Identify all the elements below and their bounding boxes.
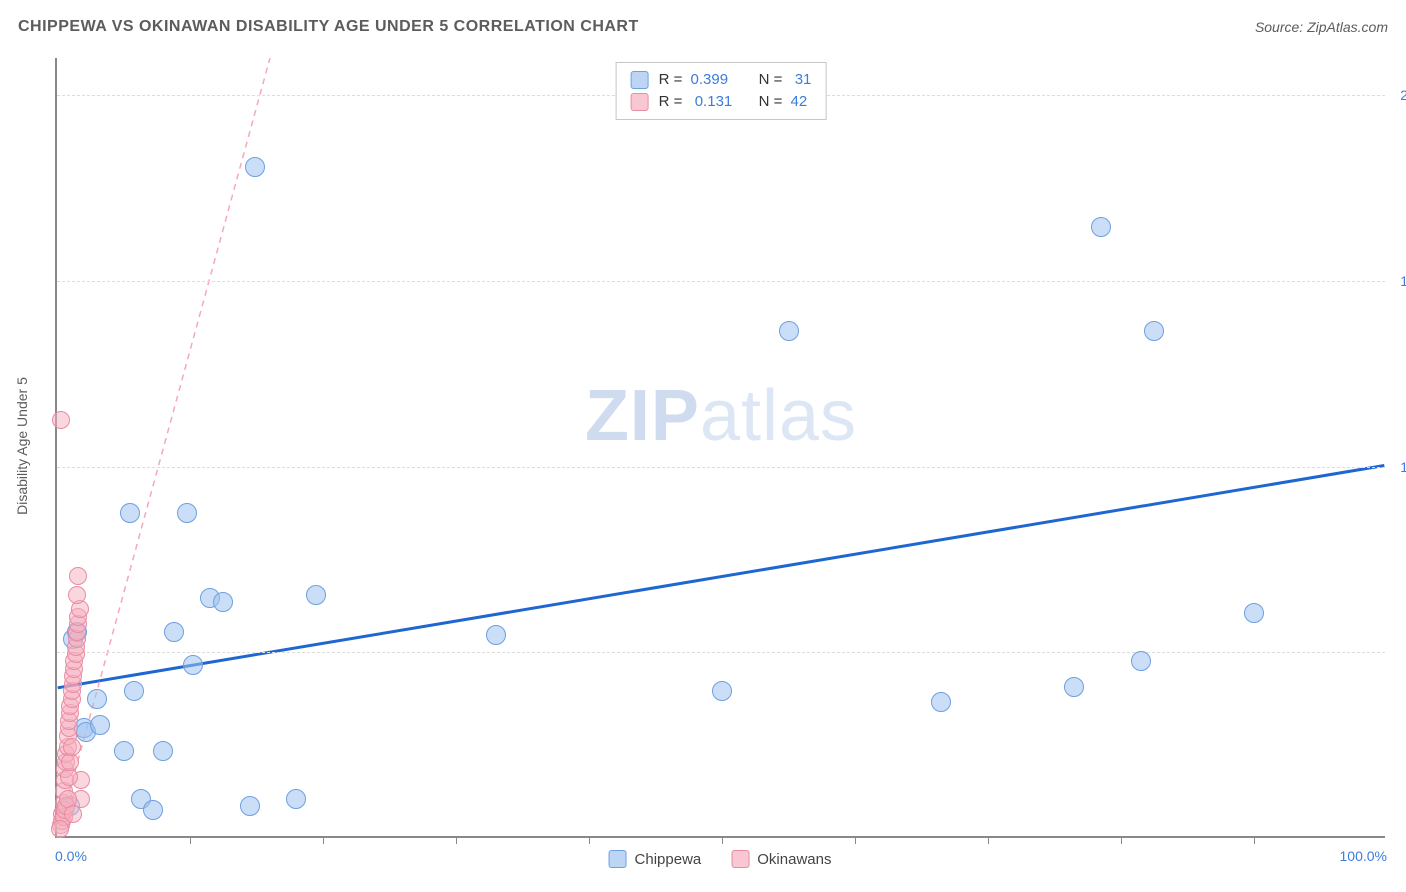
n-label: N = 31 <box>759 69 812 91</box>
r-label: R = 0.399 <box>659 69 749 91</box>
data-point <box>64 805 82 823</box>
legend-row-okinawans: R = 0.131 N = 42 <box>631 91 812 113</box>
data-point <box>286 789 306 809</box>
chart-area: ZIPatlas R = 0.399 N = 31 R = 0.131 N = … <box>55 58 1385 838</box>
data-point <box>1091 217 1111 237</box>
data-point <box>1064 677 1084 697</box>
data-point <box>306 585 326 605</box>
data-point <box>153 741 173 761</box>
legend-correlation: R = 0.399 N = 31 R = 0.131 N = 42 <box>616 62 827 120</box>
swatch-pink-icon <box>731 850 749 868</box>
r-label: R = 0.131 <box>659 91 749 113</box>
x-tick <box>722 836 723 844</box>
swatch-pink-icon <box>631 93 649 111</box>
data-point <box>69 567 87 585</box>
y-tick-label: 10.0% <box>1390 459 1406 475</box>
data-point <box>1131 651 1151 671</box>
data-point <box>114 741 134 761</box>
data-point <box>183 655 203 675</box>
legend-label: Chippewa <box>635 851 702 868</box>
chart-header: CHIPPEWA VS OKINAWAN DISABILITY AGE UNDE… <box>18 18 1388 36</box>
swatch-blue-icon <box>631 71 649 89</box>
y-axis-label: Disability Age Under 5 <box>14 377 30 515</box>
y-tick-label: 5.0% <box>1390 644 1406 660</box>
data-point <box>177 503 197 523</box>
x-tick <box>1254 836 1255 844</box>
x-tick-label: 0.0% <box>55 848 87 864</box>
data-point <box>1144 321 1164 341</box>
data-point <box>164 622 184 642</box>
swatch-blue-icon <box>609 850 627 868</box>
data-point <box>931 692 951 712</box>
chart-title: CHIPPEWA VS OKINAWAN DISABILITY AGE UNDE… <box>18 18 639 36</box>
data-point <box>240 796 260 816</box>
data-point <box>51 820 69 838</box>
legend-item-okinawans: Okinawans <box>731 850 831 868</box>
x-tick <box>323 836 324 844</box>
n-label: N = 42 <box>759 91 808 113</box>
legend-item-chippewa: Chippewa <box>609 850 702 868</box>
data-point <box>87 689 107 709</box>
x-tick <box>988 836 989 844</box>
x-tick-label: 100.0% <box>1340 848 1387 864</box>
data-point <box>52 411 70 429</box>
data-point <box>143 800 163 820</box>
x-tick <box>190 836 191 844</box>
data-point <box>245 157 265 177</box>
watermark: ZIPatlas <box>585 375 857 457</box>
data-point <box>124 681 144 701</box>
x-tick <box>589 836 590 844</box>
x-tick <box>855 836 856 844</box>
gridline <box>57 467 1385 468</box>
legend-series: Chippewa Okinawans <box>609 850 832 868</box>
data-point <box>712 681 732 701</box>
chart-source: Source: ZipAtlas.com <box>1255 19 1388 35</box>
data-point <box>1244 603 1264 623</box>
x-tick <box>1121 836 1122 844</box>
data-point <box>68 586 86 604</box>
legend-row-chippewa: R = 0.399 N = 31 <box>631 69 812 91</box>
y-tick-label: 15.0% <box>1390 273 1406 289</box>
gridline <box>57 281 1385 282</box>
data-point <box>486 625 506 645</box>
data-point <box>213 592 233 612</box>
legend-label: Okinawans <box>757 851 831 868</box>
data-point <box>63 738 81 756</box>
x-tick <box>456 836 457 844</box>
gridline <box>57 652 1385 653</box>
plot-region: ZIPatlas R = 0.399 N = 31 R = 0.131 N = … <box>55 58 1385 838</box>
y-tick-label: 20.0% <box>1390 87 1406 103</box>
data-point <box>779 321 799 341</box>
data-point <box>120 503 140 523</box>
data-point <box>90 715 110 735</box>
